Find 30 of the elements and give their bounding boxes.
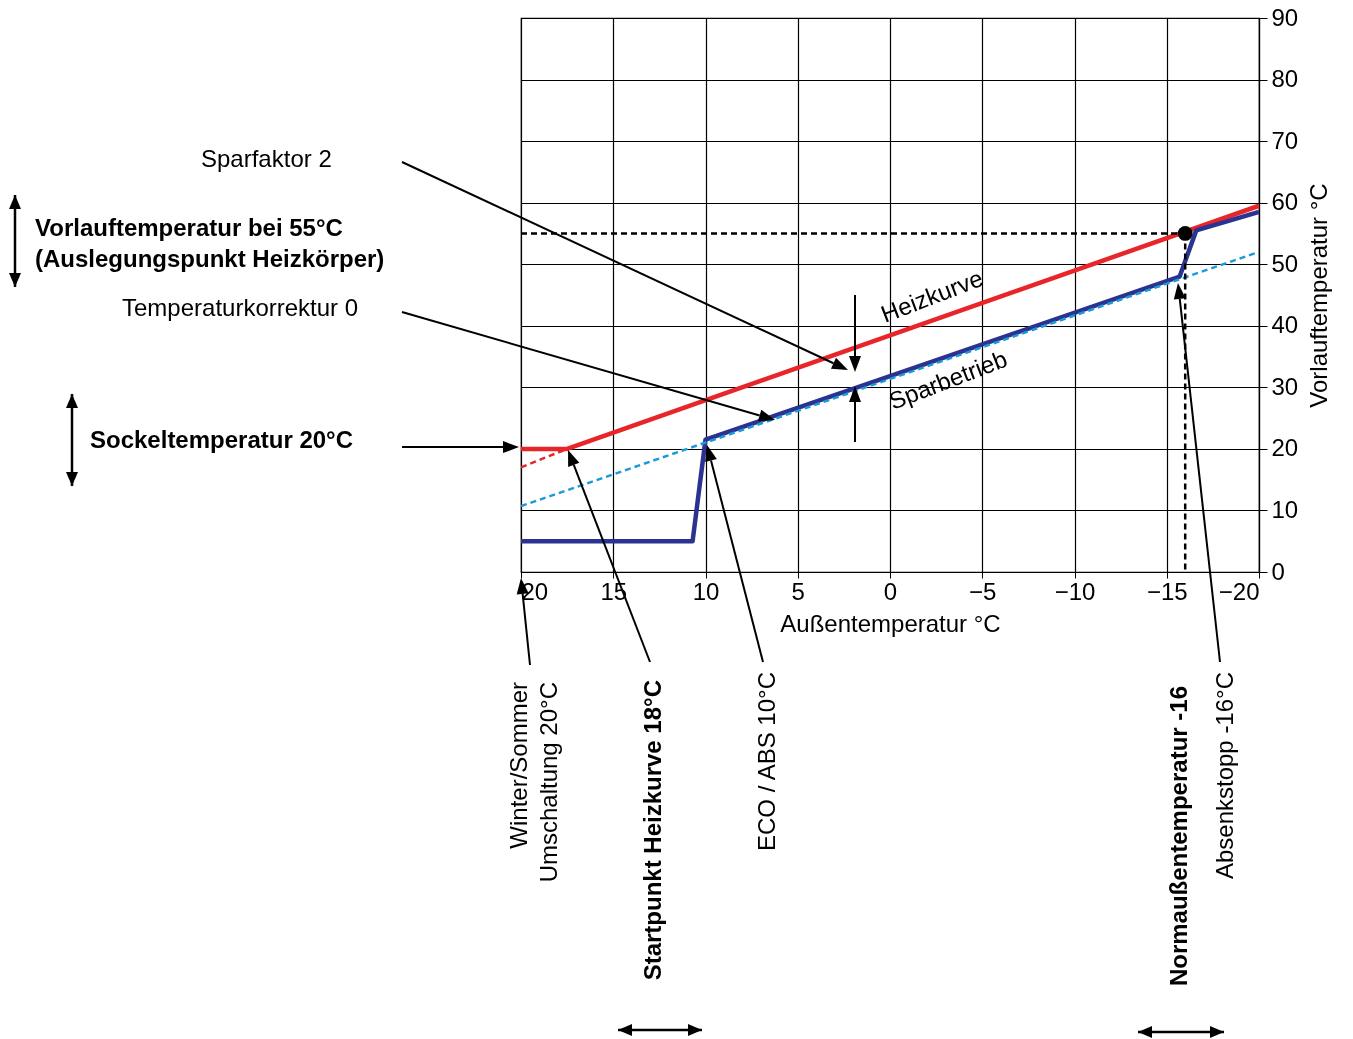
- y-tick-label: 20: [1271, 434, 1299, 462]
- text: Umschaltung 20°C: [535, 682, 562, 883]
- y-tick-label: 90: [1271, 3, 1299, 31]
- text: Sockeltemperatur 20°C: [90, 426, 354, 453]
- y-tick-label: 10: [1271, 495, 1299, 523]
- x-tick-label: −20: [1218, 577, 1260, 605]
- text: ECO / ABS 10°C: [753, 672, 780, 852]
- text: (Auslegungspunkt Heizkörper): [35, 245, 385, 272]
- text: Normaußentemperatur -16: [1165, 686, 1192, 987]
- text: Vorlauftemperatur bei 55°C: [35, 214, 343, 241]
- x-tick-label: 10: [692, 577, 720, 605]
- x-axis-title: Außentemperatur °C: [780, 609, 1001, 637]
- y-tick-label: 80: [1271, 65, 1299, 93]
- x-tick-label: −10: [1054, 577, 1096, 605]
- text: Sparfaktor 2: [201, 145, 332, 172]
- y-tick-label: 40: [1271, 311, 1299, 339]
- x-tick-label: 5: [791, 577, 805, 605]
- y-tick-label: 0: [1271, 557, 1285, 585]
- y-tick-label: 50: [1271, 249, 1299, 277]
- text: Winter/Sommer: [505, 681, 532, 849]
- x-tick-label: −5: [969, 577, 997, 605]
- y-tick-label: 60: [1271, 188, 1299, 216]
- text: Startpunkt Heizkurve 18°C: [639, 680, 666, 981]
- text: Absenkstopp -16°C: [1211, 672, 1238, 880]
- y-tick-label: 30: [1271, 372, 1299, 400]
- y-tick-label: 70: [1271, 126, 1299, 154]
- x-tick-label: 0: [883, 577, 898, 605]
- y-axis-title: Vorlauftemperatur °C: [1305, 183, 1333, 408]
- text: Temperaturkorrektur 0: [122, 294, 359, 321]
- x-tick-label: −15: [1146, 577, 1188, 605]
